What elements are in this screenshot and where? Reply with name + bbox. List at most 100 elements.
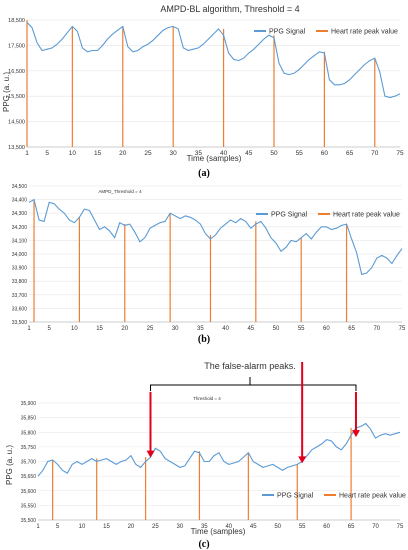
panel-caption: (a) — [198, 168, 210, 179]
legend: PPG Signal Heart rate peak value — [254, 29, 398, 36]
y-tick-label: 35,750 — [21, 445, 37, 451]
x-tick-label: 55 — [296, 150, 304, 157]
legend-label-peaks: Heart rate peak value — [331, 29, 398, 36]
false-alarm-arrowhead — [146, 450, 155, 458]
x-tick-label: 1 — [27, 326, 31, 332]
chart-title: Threshold = 4 — [193, 396, 221, 401]
x-tick-label: 40 — [225, 524, 232, 530]
x-tick-label: 35 — [201, 524, 208, 530]
x-tick-label: 65 — [348, 524, 355, 530]
x-axis-label: Time (samples) — [191, 527, 246, 536]
x-tick-label: 10 — [71, 326, 78, 332]
annotation-bracket — [150, 377, 357, 391]
y-tick-label: 14,500 — [8, 120, 25, 126]
y-tick-label: 33,600 — [12, 306, 28, 312]
ppg-signal-line — [37, 422, 401, 477]
x-tick-label: 15 — [96, 326, 103, 332]
y-axis-label: PPG (a. u.) — [5, 445, 14, 485]
x-tick-label: 1 — [36, 524, 40, 530]
x-tick-label: 60 — [323, 524, 330, 530]
legend-label-signal: PPG Signal — [271, 212, 308, 219]
x-tick-label: 50 — [274, 524, 281, 530]
x-tick-label: 1 — [25, 150, 29, 157]
y-tick-label: 15,500 — [8, 94, 25, 100]
chart-panel-2: 35,500 35,550 35,600 35,650 35,700 35,750 35,8… — [5, 361, 406, 550]
x-tick-label: 50 — [270, 150, 278, 157]
x-axis-label: Time (samples) — [187, 154, 242, 163]
x-tick-label: 60 — [321, 150, 329, 157]
y-tick-label: 33,700 — [12, 293, 28, 299]
y-tick-label: 35,850 — [21, 416, 37, 422]
y-tick-label: 34,000 — [12, 252, 28, 258]
ppg-signal-line — [28, 198, 403, 276]
y-tick-label: 34,200 — [12, 225, 28, 231]
false-alarm-arrowhead — [298, 456, 307, 464]
x-tick-label: 55 — [298, 326, 305, 332]
y-tick-label: 35,500 — [21, 518, 37, 524]
x-tick-label: 25 — [147, 326, 154, 332]
x-tick-label: 10 — [79, 524, 86, 530]
legend: PPG Signal Heart rate peak value — [256, 212, 400, 219]
x-tick-label: 5 — [56, 524, 60, 530]
y-tick-label: 34,300 — [12, 211, 28, 217]
y-tick-label: 35,700 — [21, 460, 37, 466]
y-axis-label: PPG (a. u.) — [2, 72, 11, 112]
chart-panel-1: 33,500 33,600 33,700 33,800 33,900 34,000 34,1… — [12, 184, 406, 345]
panel-caption: (b) — [198, 334, 210, 345]
legend-label-peaks: Heart rate peak value — [339, 493, 406, 500]
y-tick-label: 33,500 — [12, 320, 28, 326]
y-tick-label: 17,500 — [8, 43, 25, 49]
x-tick-label: 55 — [299, 524, 306, 530]
y-tick-label: 34,500 — [12, 184, 28, 190]
x-tick-label: 20 — [128, 524, 135, 530]
y-tick-label: 35,900 — [21, 401, 37, 407]
x-tick-label: 75 — [399, 326, 406, 332]
y-tick-label: 35,600 — [21, 489, 37, 495]
legend: PPG Signal Heart rate peak value — [262, 493, 406, 500]
x-tick-label: 15 — [103, 524, 110, 530]
x-tick-label: 5 — [45, 150, 49, 157]
x-tick-label: 20 — [121, 326, 128, 332]
x-tick-label: 75 — [397, 524, 404, 530]
x-tick-label: 30 — [177, 524, 184, 530]
x-tick-label: 45 — [247, 326, 254, 332]
x-tick-label: 45 — [250, 524, 257, 530]
x-tick-label: 40 — [222, 326, 229, 332]
x-tick-label: 70 — [371, 150, 379, 157]
y-tick-label: 35,550 — [21, 503, 37, 509]
x-tick-label: 65 — [346, 150, 354, 157]
y-tick-label: 33,800 — [12, 279, 28, 285]
x-tick-label: 40 — [220, 150, 228, 157]
y-tick-label: 35,650 — [21, 474, 37, 480]
y-tick-label: 33,900 — [12, 266, 28, 272]
y-tick-label: 16,500 — [8, 69, 25, 75]
y-tick-label: 34,400 — [12, 198, 28, 204]
x-tick-label: 15 — [94, 150, 102, 157]
annotation-label: The false-alarm peaks. — [204, 361, 296, 371]
x-tick-label: 25 — [152, 524, 159, 530]
x-tick-label: 70 — [372, 524, 379, 530]
x-tick-label: 30 — [170, 150, 178, 157]
legend-label-signal: PPG Signal — [277, 493, 314, 500]
x-tick-label: 5 — [47, 326, 51, 332]
x-tick-label: 35 — [195, 150, 203, 157]
x-tick-label: 20 — [119, 150, 127, 157]
y-tick-label: 13,500 — [8, 145, 25, 151]
x-tick-label: 30 — [172, 326, 179, 332]
legend-label-peaks: Heart rate peak value — [333, 212, 400, 219]
y-tick-label: 34,100 — [12, 238, 28, 244]
x-tick-label: 70 — [373, 326, 380, 332]
x-tick-label: 25 — [144, 150, 152, 157]
x-tick-label: 10 — [69, 150, 77, 157]
y-tick-label: 35,800 — [21, 430, 37, 436]
x-tick-label: 65 — [348, 326, 355, 332]
chart-title: AMPD-BL algorithm, Threshold = 4 — [160, 4, 299, 14]
x-tick-label: 35 — [197, 326, 204, 332]
legend-label-signal: PPG Signal — [269, 29, 306, 36]
x-tick-label: 45 — [245, 150, 253, 157]
x-tick-label: 75 — [396, 150, 404, 157]
x-tick-label: 60 — [323, 326, 330, 332]
x-tick-label: 50 — [273, 326, 280, 332]
